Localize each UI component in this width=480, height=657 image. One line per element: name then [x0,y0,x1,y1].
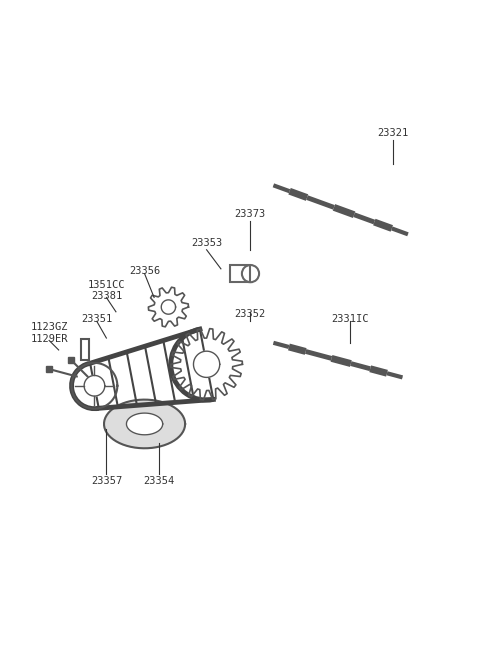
Text: 23352: 23352 [234,309,265,319]
Polygon shape [171,328,242,400]
Text: 23357: 23357 [91,476,122,486]
Text: 23373: 23373 [234,209,265,219]
Polygon shape [84,375,105,396]
Text: 1123GZ
1129ER: 1123GZ 1129ER [30,323,68,344]
Polygon shape [193,351,220,377]
Circle shape [242,265,259,283]
Polygon shape [148,287,189,327]
Text: 23351: 23351 [81,314,112,324]
Text: 23321: 23321 [377,128,408,138]
Polygon shape [104,399,185,448]
Bar [81,340,89,361]
Bar [229,265,251,283]
Bar [81,340,89,361]
Polygon shape [126,413,163,435]
Polygon shape [161,300,176,314]
Text: 23353: 23353 [191,238,222,248]
Text: 23354: 23354 [143,476,175,486]
Text: 2331IC: 2331IC [331,314,369,324]
Text: 23356: 23356 [129,266,160,276]
Bar [229,265,251,283]
Polygon shape [72,363,117,409]
Text: 1351CC
23381: 1351CC 23381 [88,279,125,301]
